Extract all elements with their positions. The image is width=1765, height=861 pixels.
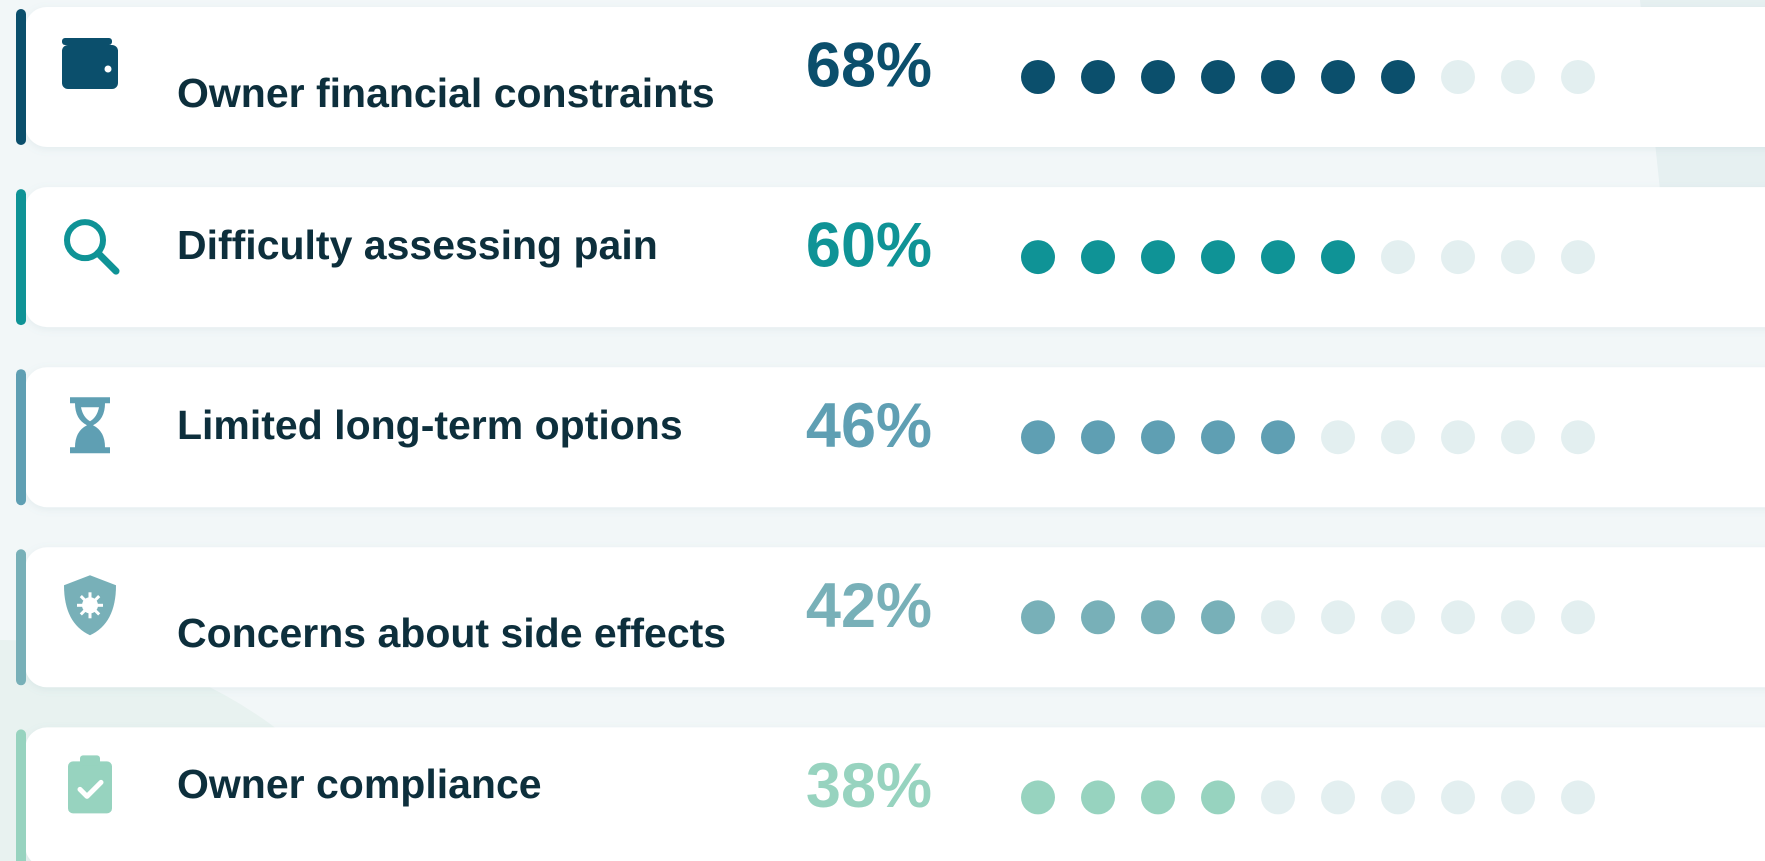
accent-bar: [16, 9, 26, 145]
virus-spike: [79, 604, 92, 616]
empty-dot: [1501, 60, 1535, 94]
filled-dot: [1381, 60, 1415, 94]
filled-dot: [1201, 240, 1235, 275]
filled-dot: [1261, 420, 1295, 455]
filled-dot: [1021, 60, 1055, 94]
accent-bar: [16, 369, 26, 506]
empty-dot: [1441, 420, 1475, 455]
empty-dot: [1501, 600, 1535, 635]
filled-dot: [1021, 600, 1055, 635]
empty-dot: [1261, 780, 1295, 815]
filled-dot: [1261, 60, 1295, 94]
empty-dot: [1441, 600, 1475, 635]
value-label: 42%: [806, 571, 932, 641]
hourglass-sand: [81, 407, 99, 422]
wallet-icon: [62, 45, 118, 89]
empty-dot: [1561, 240, 1595, 275]
filled-dot: [1321, 60, 1355, 94]
value-label: 60%: [806, 211, 932, 281]
wallet-clasp: [104, 65, 112, 73]
empty-dot: [1561, 780, 1595, 815]
filled-dot: [1201, 420, 1235, 455]
check: [77, 779, 104, 799]
empty-dot: [1561, 600, 1595, 635]
empty-dot: [1561, 420, 1595, 455]
card: [25, 547, 1765, 688]
value-label: 68%: [806, 31, 932, 101]
category-label: Concerns about side effects: [177, 610, 726, 656]
filled-dot: [1021, 780, 1055, 815]
empty-dot: [1261, 600, 1295, 635]
hourglass-icon: [70, 397, 110, 454]
empty-dot: [1441, 780, 1475, 815]
clipboard-icon: [68, 761, 112, 814]
empty-dot: [1321, 780, 1355, 815]
category-label: Owner financial constraints: [177, 70, 715, 116]
filled-dot: [1201, 600, 1235, 635]
empty-dot: [1441, 60, 1475, 94]
filled-dot: [1201, 60, 1235, 94]
empty-dot: [1501, 420, 1535, 455]
filled-dot: [1081, 60, 1115, 94]
value-label: 46%: [806, 391, 932, 461]
accent-bar: [16, 189, 26, 326]
empty-dot: [1321, 420, 1355, 455]
category-label: Owner compliance: [177, 761, 542, 807]
empty-dot: [1441, 240, 1475, 275]
empty-dot: [1501, 240, 1535, 275]
icon: [64, 219, 120, 275]
virus-spike: [88, 595, 101, 607]
empty-dot: [1381, 420, 1415, 455]
card: [25, 7, 1765, 147]
virus-spike: [88, 604, 101, 616]
icon: [62, 38, 118, 89]
accent-bar: [16, 549, 26, 686]
filled-dot: [1081, 420, 1115, 455]
filled-dot: [1141, 780, 1175, 815]
filled-dot: [1141, 420, 1175, 455]
icon: [64, 575, 116, 636]
clipboard-clip: [80, 755, 100, 766]
filled-dot: [1141, 600, 1175, 635]
category-label: Limited long-term options: [177, 402, 683, 448]
filled-dot: [1081, 780, 1115, 815]
accent-bar: [16, 729, 26, 861]
empty-dot: [1501, 780, 1535, 815]
empty-dot: [1381, 240, 1415, 275]
search-icon: [64, 219, 106, 262]
filled-dot: [1021, 420, 1055, 455]
category-label: Difficulty assessing pain: [177, 222, 658, 268]
filled-dot: [1201, 780, 1235, 815]
empty-dot: [1321, 600, 1355, 635]
card: [25, 187, 1765, 328]
filled-dot: [1081, 600, 1115, 635]
filled-dot: [1321, 240, 1355, 275]
icon: [70, 397, 110, 454]
empty-dot: [1381, 780, 1415, 815]
value-label: 38%: [806, 751, 932, 821]
filled-dot: [1141, 240, 1175, 275]
search-handle: [94, 249, 120, 275]
filled-dot: [1261, 240, 1295, 275]
card: [25, 367, 1765, 508]
empty-dot: [1381, 600, 1415, 635]
filled-dot: [1021, 240, 1055, 275]
filled-dot: [1141, 60, 1175, 94]
wallet-flap: [62, 38, 112, 45]
card: [25, 727, 1765, 861]
filled-dot: [1081, 240, 1115, 275]
icon: [68, 755, 112, 814]
empty-dot: [1561, 60, 1595, 94]
virus-spike: [79, 595, 92, 607]
